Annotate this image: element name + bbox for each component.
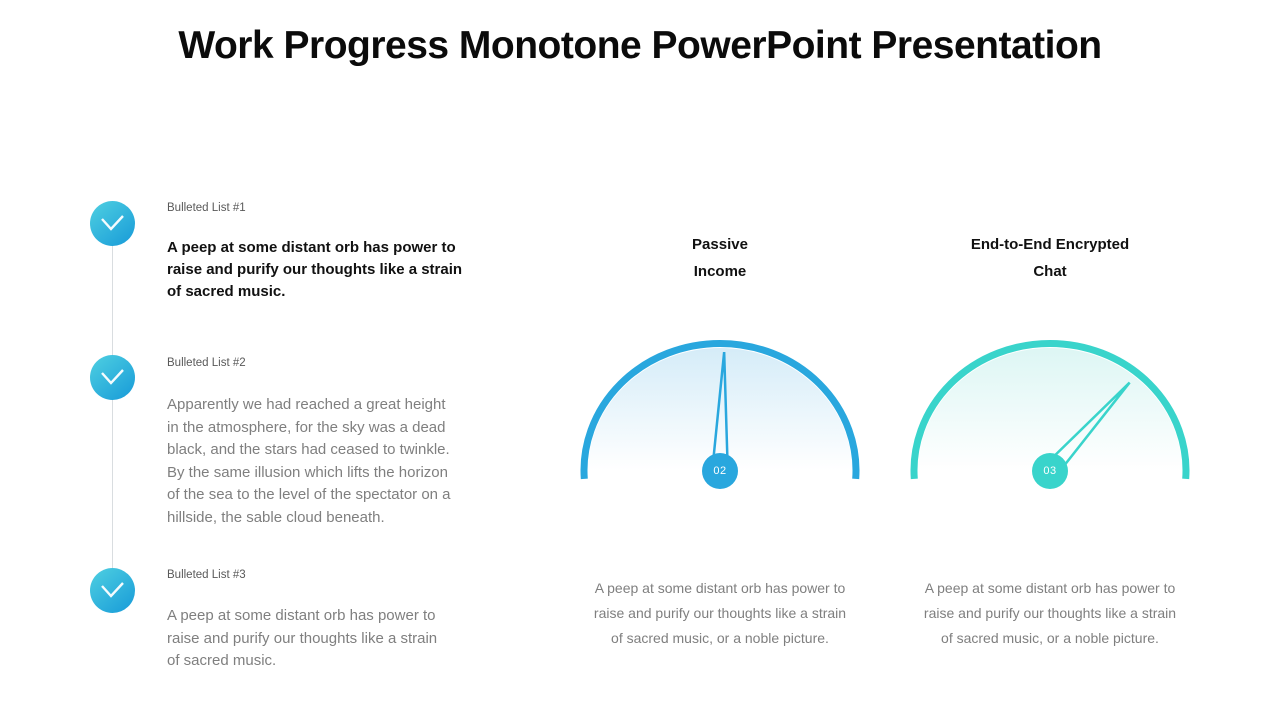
caption-line: A peep at some distant orb has power to [924,580,1176,596]
gauge-arc [910,339,1190,480]
gauge-passive-income: Passive Income 02 A peep at some distant… [575,236,865,646]
text-line: black, and the stars had ceased to twink… [167,441,450,458]
gauge-title-line: Chat [1033,263,1067,280]
text-line: raise and purify our thoughts like a str… [167,629,438,647]
gauge-caption: A peep at some distant orb has power to … [900,576,1200,651]
gauge-fill [918,348,1182,471]
gauge-value: 02 [713,465,727,477]
caption-line: raise and purify our thoughts like a str… [593,605,847,621]
gauge-title-line: End-to-End Encrypted [970,236,1130,253]
text-line: A peep at some distant orb has power to [167,239,456,256]
caption-line: of sacred music, or a noble picture. [611,630,829,646]
gauge-title: Passive Income [575,231,865,285]
gauge-fill [588,348,852,471]
caption-line: of sacred music, or a noble picture. [941,630,1159,646]
text-line: raise and purify our thoughts like a str… [167,261,463,278]
text-line: of sacred music. [167,283,286,300]
checkmark-icon [101,369,124,385]
checkmark-icon [101,582,124,598]
timeline-connector-line [112,224,113,591]
slide-title: Work Progress Monotone PowerPoint Presen… [178,24,1102,67]
text-line: of sacred music. [167,652,277,669]
checkmark-circle-icon [90,201,135,246]
caption-line: raise and purify our thoughts like a str… [923,605,1177,621]
gauge-end-to-end-encrypted-chat: End-to-End Encrypted Chat 03 A peep at s… [905,236,1195,646]
gauge-value-badge: 03 [1032,453,1068,489]
text-line: A peep at some distant orb has power to [167,607,436,624]
gauge-title: End-to-End Encrypted Chat [905,231,1195,285]
bulleted-list-label-1: Bulleted List #1 [167,202,246,214]
gauge-title-line: Passive [692,236,748,253]
gauge-title-line: Income [693,263,747,280]
text-line: Apparently we had reached a great height [167,396,446,413]
gauge-value: 03 [1043,465,1057,477]
bulleted-list-label-3: Bulleted List #3 [167,569,246,581]
bulleted-list-text-3: A peep at some distant orb has power to … [167,605,437,673]
text-line: of the sea to the level of the spectator… [167,486,451,503]
text-line: By the same illusion which lifts the hor… [167,463,448,481]
gauge-dial [580,339,860,480]
checkmark-icon [101,215,124,231]
gauge-dial [910,339,1190,480]
caption-line: A peep at some distant orb has power to [594,580,846,596]
gauge-arc [580,339,860,480]
checkmark-circle-icon [90,568,135,613]
gauge-caption: A peep at some distant orb has power to … [570,576,870,651]
text-line: hillside, the sable cloud beneath. [167,508,385,526]
text-line: in the atmosphere, for the sky was a dea… [167,418,446,436]
gauge-value-badge: 02 [702,453,738,489]
bulleted-list-label-2: Bulleted List #2 [167,357,246,369]
checkmark-circle-icon [90,355,135,400]
bulleted-list-text-2: Apparently we had reached a great height… [167,394,451,529]
bulleted-list-text-1: A peep at some distant orb has power to … [167,237,462,303]
